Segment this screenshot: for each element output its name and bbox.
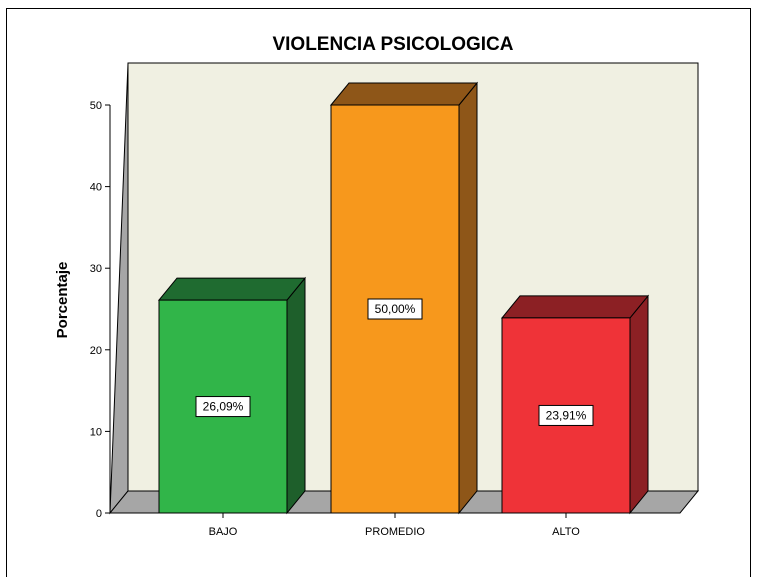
data-label-text: 50,00% bbox=[375, 302, 416, 316]
bar-side-face bbox=[629, 294, 649, 515]
data-label-box bbox=[367, 298, 423, 320]
bar-top-face bbox=[329, 82, 479, 106]
y-axis-ticks: 0 10 20 30 40 50 bbox=[90, 100, 110, 520]
y-tick-label: 0 bbox=[96, 508, 102, 520]
data-label: 26,09% bbox=[195, 396, 251, 418]
data-labels: 26,09% 50,00% 23,91% bbox=[195, 298, 594, 426]
bar-top-face bbox=[157, 277, 307, 301]
bar-top-face bbox=[500, 295, 650, 319]
data-label-box bbox=[195, 396, 251, 418]
bar-bajo bbox=[157, 276, 307, 515]
bar-side-face bbox=[458, 81, 478, 515]
y-tick-label: 20 bbox=[90, 345, 102, 357]
x-tick-label: PROMEDIO bbox=[365, 526, 425, 538]
x-tick-label: BAJO bbox=[209, 526, 238, 538]
data-label: 23,91% bbox=[538, 404, 594, 426]
y-tick-label: 30 bbox=[90, 263, 102, 275]
bar-side-face bbox=[286, 276, 306, 515]
data-label-text: 26,09% bbox=[203, 400, 244, 414]
y-tick-label: 10 bbox=[90, 426, 102, 438]
y-axis-label: Porcentaje bbox=[54, 262, 71, 339]
bar-promedio bbox=[329, 81, 479, 515]
x-axis-categories: BAJO PROMEDIO ALTO bbox=[209, 513, 580, 538]
left-wall bbox=[109, 62, 129, 515]
x-tick-label: ALTO bbox=[552, 526, 580, 538]
y-tick-label: 50 bbox=[90, 100, 102, 112]
data-label-box bbox=[538, 404, 594, 426]
y-tick-label: 40 bbox=[90, 182, 102, 194]
chart-title: VIOLENCIA PSICOLOGICA bbox=[272, 34, 513, 55]
data-label-text: 23,91% bbox=[546, 408, 587, 422]
data-label: 50,00% bbox=[367, 298, 423, 320]
bar-alto bbox=[500, 294, 650, 515]
